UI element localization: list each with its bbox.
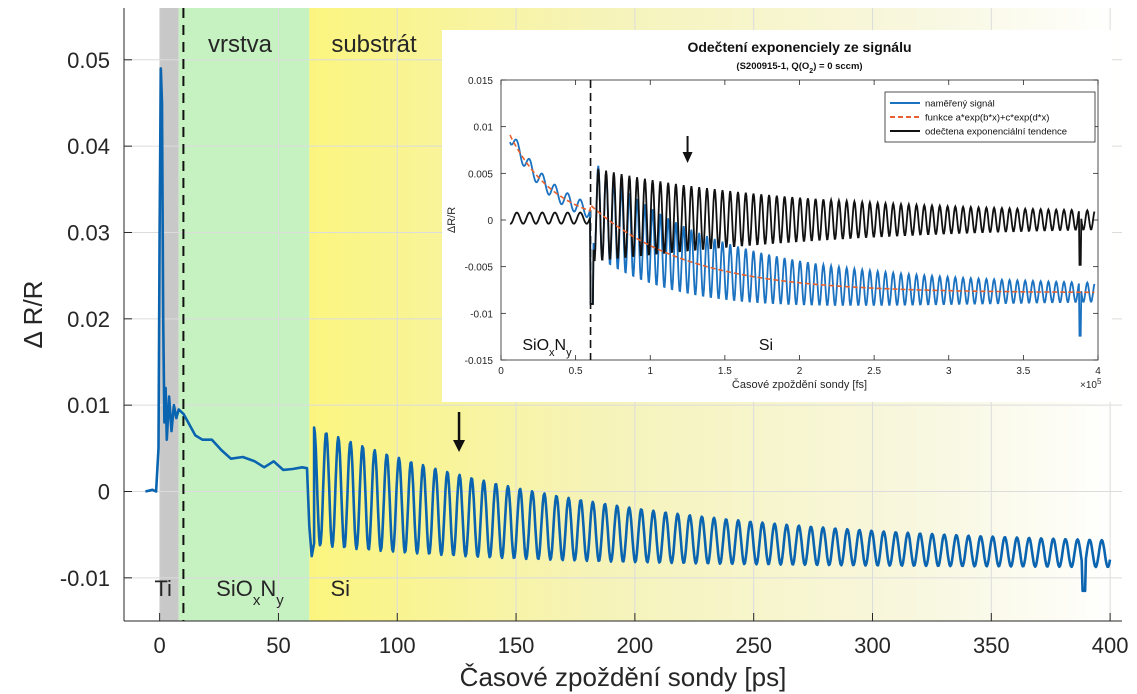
inset-y-axis-label: ΔR/R xyxy=(446,207,458,233)
inset-x-tick-label: 1.5 xyxy=(718,366,732,377)
x-tick-label: 50 xyxy=(266,633,290,658)
x-tick-label: 100 xyxy=(379,633,416,658)
region-label-ti: Ti xyxy=(154,576,172,601)
inset-x-tick-label: 3 xyxy=(946,366,952,377)
x-tick-label: 200 xyxy=(617,633,654,658)
inset-y-tick-label: -0.015 xyxy=(465,356,494,367)
inset-region-label-sioxny: SiOxNy xyxy=(522,337,572,359)
label-substrat: substrát xyxy=(331,31,417,58)
inset-x-tick-label: 2 xyxy=(797,366,803,377)
y-tick-label: 0 xyxy=(98,479,110,504)
inset-x-axis-label: Časové zpoždění sondy [fs] xyxy=(732,378,867,391)
inset-x-multiplier: ×105 xyxy=(1080,377,1102,392)
label-vrstva: vrstva xyxy=(208,31,273,58)
y-tick-label: 0.05 xyxy=(67,48,110,73)
inset-subtitle: (S200915-1, Q(O2) = 0 sccm) xyxy=(736,61,862,75)
inset-legend-label: odečtena exponenciální tendence xyxy=(925,127,1067,138)
x-tick-label: 0 xyxy=(154,633,166,658)
inset-arrow-head xyxy=(682,152,693,163)
x-tick-label: 300 xyxy=(854,633,891,658)
region-ti xyxy=(159,8,179,621)
inset-x-tick-label: 2.5 xyxy=(867,366,881,377)
inset-y-tick-label: 0 xyxy=(487,216,493,227)
inset-series-subtracted xyxy=(509,168,1096,305)
y-tick-label: 0.04 xyxy=(67,134,110,159)
inset-x-tick-label: 0.5 xyxy=(569,366,583,377)
inset-y-tick-label: -0.005 xyxy=(465,263,494,274)
inset-legend: naměřený signál funkce a*exp(b*x)+c*exp(d… xyxy=(884,91,1096,143)
y-axis-label: Δ R/R xyxy=(18,281,48,349)
y-tick-label: 0.03 xyxy=(67,220,110,245)
x-tick-label: 350 xyxy=(973,633,1010,658)
inset-chart: Odečtení exponenciely ze signálu (S200915… xyxy=(446,39,1102,391)
y-tick-label: 0.02 xyxy=(67,307,110,332)
inset-series-fit xyxy=(509,134,1095,294)
inset-y-tick-label: 0.01 xyxy=(474,123,494,134)
x-axis-label: Časové zpoždění sondy [ps] xyxy=(460,662,787,692)
arrow-head xyxy=(453,440,466,452)
inset-title: Odečtení exponenciely ze signálu xyxy=(687,39,911,55)
inset-x-tick-label: 1 xyxy=(647,366,653,377)
inset-legend-box xyxy=(884,91,1096,143)
region-label-si: Si xyxy=(330,576,350,601)
x-tick-label: 400 xyxy=(1092,633,1129,658)
inset-x-tick-label: 4 xyxy=(1095,366,1101,377)
inset-legend-label: naměřený signál xyxy=(925,99,995,110)
x-tick-label: 250 xyxy=(735,633,772,658)
inset-region-label-si: Si xyxy=(759,337,773,354)
region-sioxny xyxy=(178,8,310,621)
inset-legend-label: funkce a*exp(b*x)+c*exp(d*x) xyxy=(925,113,1049,124)
inset-y-tick-label: -0.01 xyxy=(470,309,493,320)
y-tick-label: 0.01 xyxy=(67,393,110,418)
series-line xyxy=(145,67,1112,593)
inset-x-tick-label: 0 xyxy=(498,366,504,377)
inset-y-tick-label: 0.005 xyxy=(468,169,493,180)
x-tick-label: 150 xyxy=(498,633,535,658)
y-tick-label: -0.01 xyxy=(60,566,110,591)
inset-y-tick-label: 0.015 xyxy=(468,76,493,87)
inset-x-tick-label: 3.5 xyxy=(1016,366,1030,377)
